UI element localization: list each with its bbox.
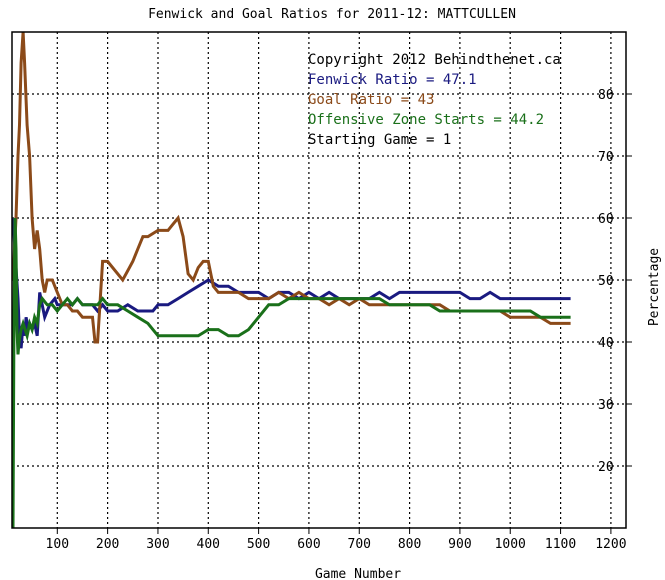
x-tick-label: 300 (146, 537, 169, 552)
legend-starting-game: Starting Game = 1 (308, 132, 451, 148)
x-tick-label: 800 (398, 537, 421, 552)
legend-entry-goal: Goal Ratio = 43 (308, 92, 434, 108)
plot-frame (11, 31, 627, 529)
y-tick-label: 80 (598, 88, 614, 103)
x-tick-label: 600 (297, 537, 320, 552)
series-line-1 (11, 31, 571, 344)
x-tick-label: 1000 (495, 537, 526, 552)
series-layer (11, 31, 571, 529)
legend: Copyright 2012 Behindthenet.ca Fenwick Ra… (308, 52, 561, 148)
legend-entry-fenwick: Fenwick Ratio = 47.1 (308, 72, 477, 88)
x-tick-label: 900 (448, 537, 471, 552)
legend-copyright: Copyright 2012 Behindthenet.ca (308, 52, 561, 68)
chart-title: Fenwick and Goal Ratios for 2011-12: MAT… (148, 7, 516, 22)
axis-ticks: 100 200 300 400 500 600 700 800 900 1000 1100 1200 2… (46, 88, 632, 552)
x-tick-label: 500 (247, 537, 270, 552)
series-line-0 (11, 217, 571, 349)
x-tick-label: 1200 (595, 537, 626, 552)
x-tick-label: 700 (348, 537, 371, 552)
y-tick-label: 60 (598, 212, 614, 227)
x-tick-label: 1100 (545, 537, 576, 552)
legend-entry-ozs: Offensive Zone Starts = 44.2 (308, 112, 544, 128)
y-axis-label: Percentage (647, 248, 662, 326)
grid (12, 32, 626, 528)
y-tick-label: 40 (598, 336, 614, 351)
y-tick-label: 20 (598, 460, 614, 475)
y-tick-label: 70 (598, 150, 614, 165)
x-axis-label: Game Number (315, 567, 401, 580)
x-tick-label: 100 (46, 537, 69, 552)
y-tick-label: 50 (598, 274, 614, 289)
x-tick-label: 400 (197, 537, 220, 552)
y-tick-label: 30 (598, 398, 614, 413)
x-tick-label: 200 (96, 537, 119, 552)
series-line-2 (11, 217, 571, 529)
